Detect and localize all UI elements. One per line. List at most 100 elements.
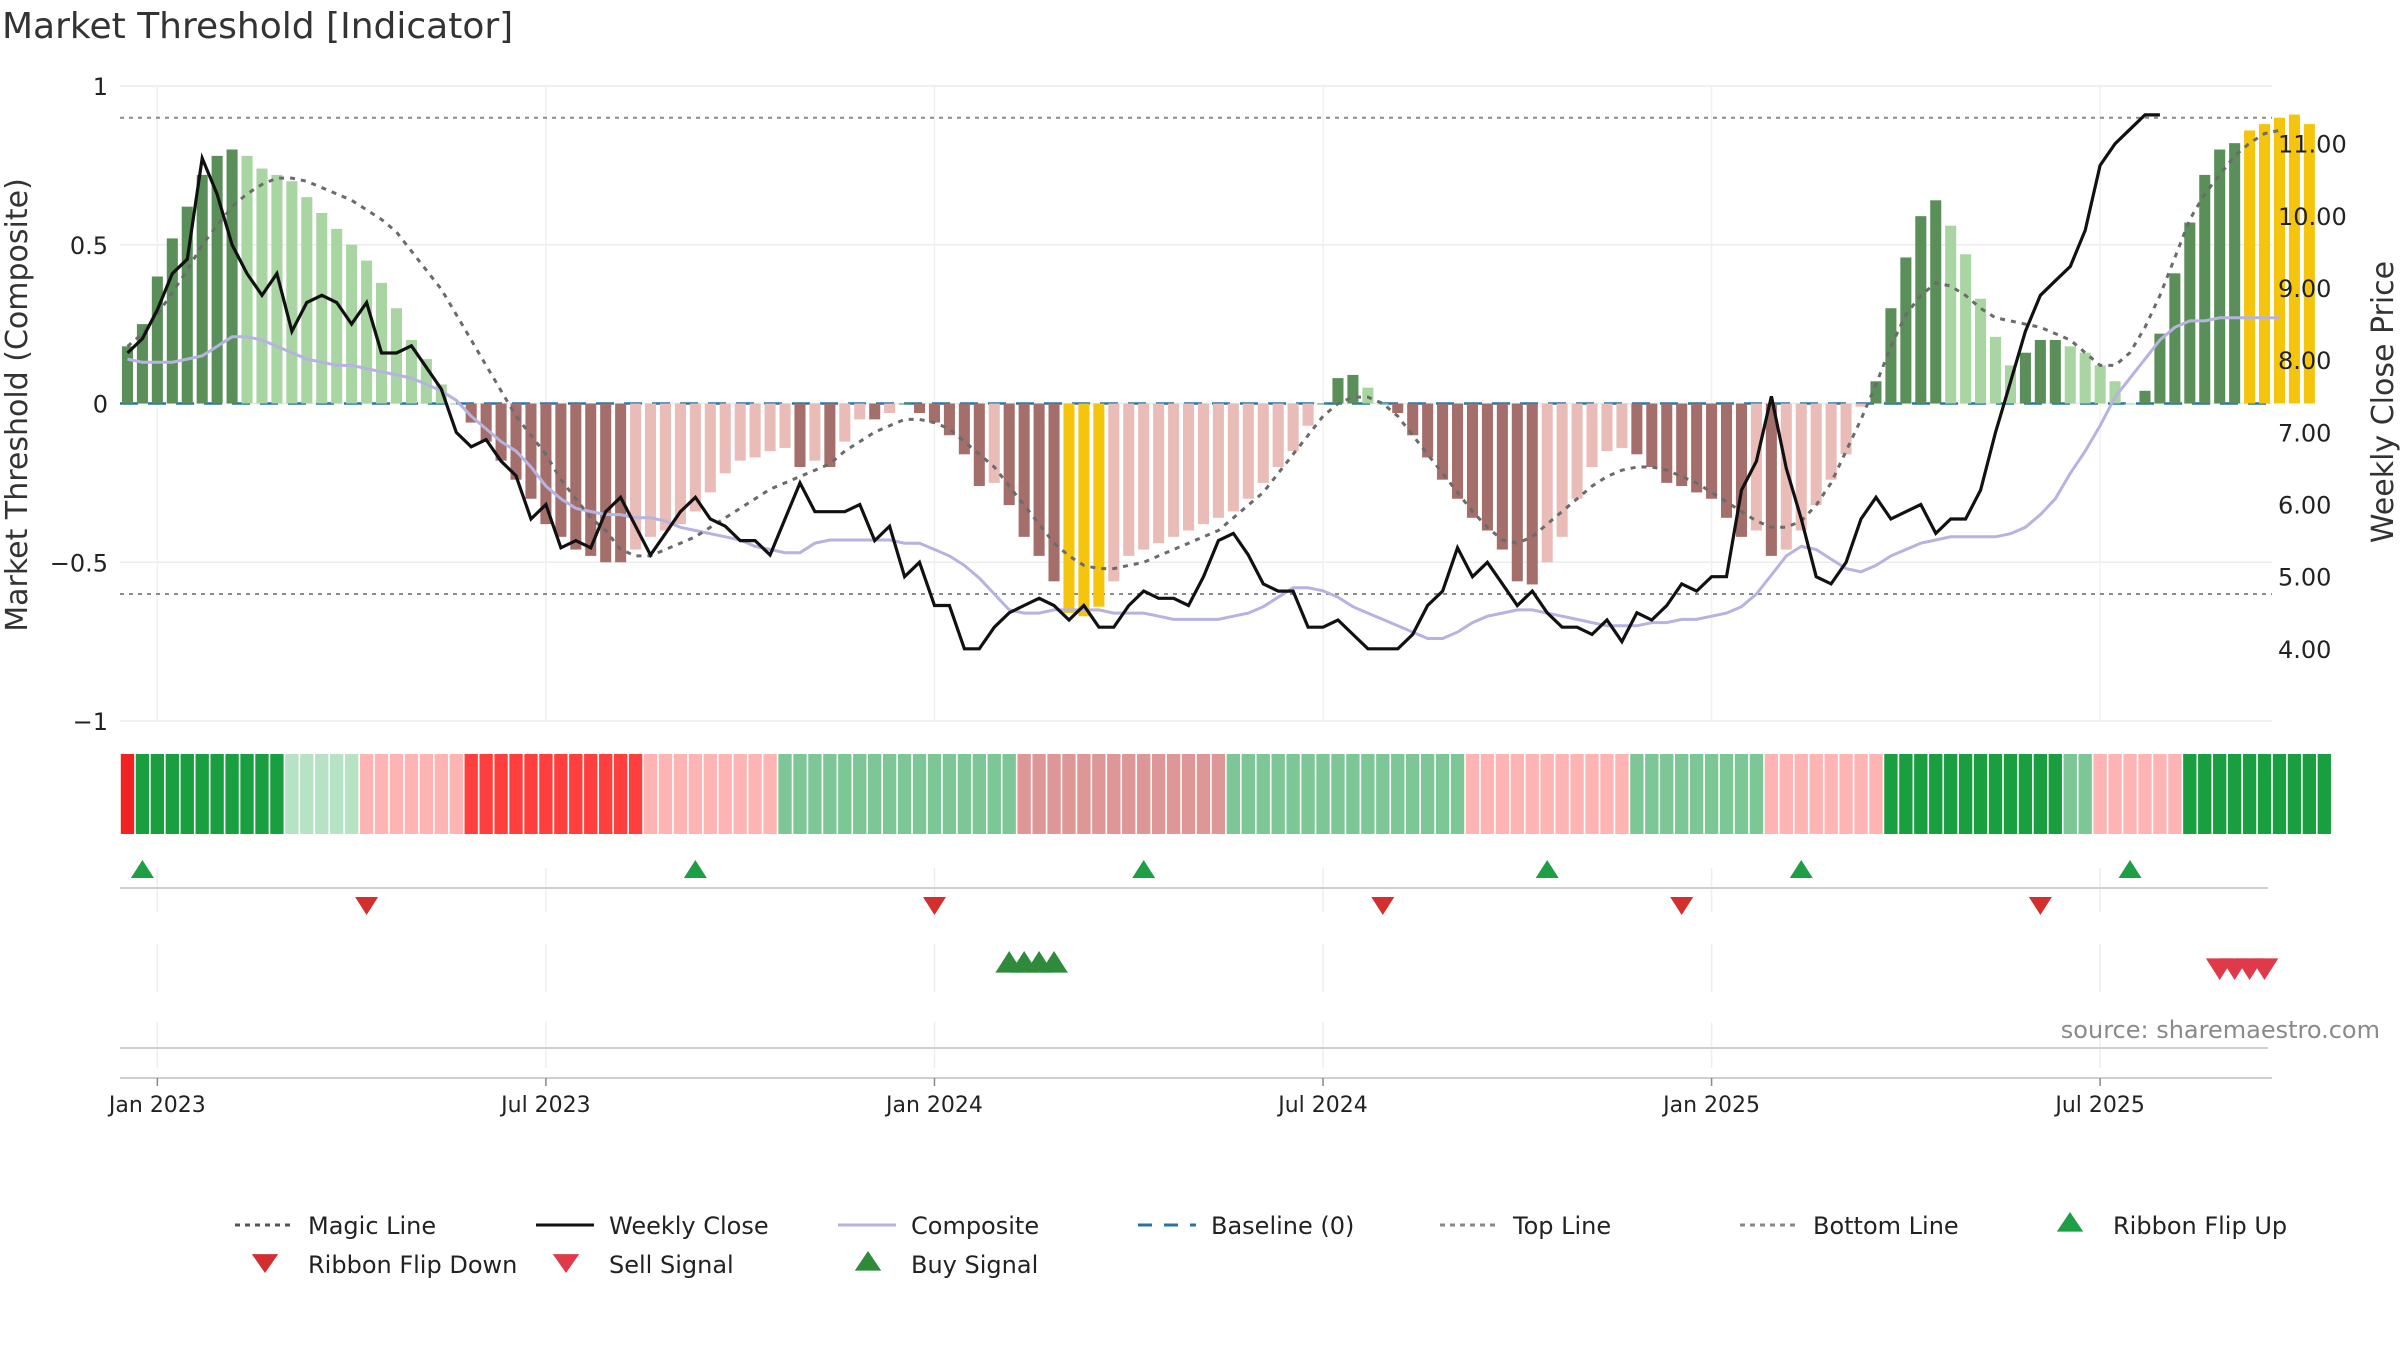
ribbon-cell <box>1465 754 1480 834</box>
legend-label: Sell Signal <box>609 1251 734 1279</box>
histogram-bar <box>1960 254 1972 404</box>
histogram-bar <box>2273 117 2286 404</box>
ribbon-cell <box>882 754 897 834</box>
histogram-bar <box>1735 403 1748 537</box>
ribbon-cell <box>135 754 150 834</box>
ribbon-cell <box>1480 754 1495 834</box>
histogram-bar <box>1317 403 1329 405</box>
histogram-bar <box>241 155 253 404</box>
legend-label: Top Line <box>1512 1212 1611 1240</box>
ribbon-cell <box>823 754 837 834</box>
histogram-bar <box>1362 387 1374 404</box>
ribbon-cell <box>1660 754 1674 834</box>
histogram-bar <box>450 403 462 405</box>
histogram-bar <box>1691 403 1703 493</box>
ribbon-cell <box>1241 754 1255 834</box>
histogram-bar <box>958 403 970 455</box>
histogram-bar <box>630 403 642 550</box>
histogram-bar <box>1197 403 1210 525</box>
ribbon-cell <box>300 754 314 834</box>
histogram-bar <box>1870 381 1882 404</box>
histogram-bar <box>794 403 806 467</box>
histogram-bar <box>884 403 896 414</box>
ribbon-cell <box>1331 754 1345 834</box>
ribbon-cell <box>1196 754 1211 834</box>
histogram-bar <box>1451 403 1464 499</box>
x-tick-label: Jan 2025 <box>1661 1093 1760 1118</box>
ribbon-cell <box>1914 754 1928 834</box>
ribbon-cell <box>1420 754 1435 834</box>
ribbon-cell <box>2138 754 2152 834</box>
histogram-bar <box>405 340 417 404</box>
ribbon-cell <box>643 754 658 834</box>
chart-title: Market Threshold [Indicator] <box>2 6 513 47</box>
legend-label: Magic Line <box>308 1212 436 1240</box>
ribbon-cell <box>1450 754 1465 834</box>
histogram-bar <box>1302 403 1314 426</box>
histogram-bar <box>1930 200 1942 404</box>
ribbon-cell <box>1256 754 1270 834</box>
ribbon-cell <box>1137 754 1151 834</box>
histogram-bar <box>2229 143 2241 404</box>
histogram-bar <box>271 174 283 404</box>
ribbon-cell <box>150 754 165 834</box>
ribbon-cell <box>1226 754 1241 834</box>
histogram-bar <box>2288 114 2300 404</box>
histogram-bar <box>839 403 851 442</box>
ribbon-cell <box>569 754 583 834</box>
ribbon-cell <box>1973 754 1988 834</box>
histogram-bar <box>196 174 208 404</box>
ribbon-cell <box>1077 754 1091 834</box>
histogram-bar <box>1481 403 1493 531</box>
ribbon-cell <box>1211 754 1226 834</box>
ribbon-flip-down-marker <box>922 897 946 915</box>
ribbon-cell <box>1346 754 1360 834</box>
histogram-bar <box>1018 403 1030 537</box>
histogram-bar <box>1661 403 1673 483</box>
histogram-bar <box>615 403 627 563</box>
ribbon-cell <box>778 754 792 834</box>
ribbon-cell <box>2153 754 2167 834</box>
ribbon-cell <box>718 754 732 834</box>
x-tick-label: Jul 2023 <box>499 1093 591 1118</box>
right-tick-label: 10.00 <box>2278 203 2347 231</box>
left-tick-label: 0.5 <box>70 232 108 260</box>
histogram-bar <box>1108 403 1120 582</box>
right-tick-label: 9.00 <box>2278 275 2331 303</box>
ribbon-cell <box>1271 754 1285 834</box>
histogram-bar <box>316 213 328 404</box>
ribbon-cell <box>120 754 135 834</box>
x-tick-label: Jul 2025 <box>2053 1093 2145 1118</box>
ribbon-cell <box>1988 754 2003 834</box>
ribbon-cell <box>1869 754 1883 834</box>
ribbon-cell <box>1002 754 1016 834</box>
ribbon-cell <box>1884 754 1898 834</box>
histogram-bar <box>1765 403 1777 556</box>
left-tick-label: −0.5 <box>50 549 108 577</box>
histogram-bar <box>1855 403 1867 407</box>
histogram-bar <box>480 403 492 442</box>
legend: Magic Line Weekly Close Composite Baseline … <box>235 1212 2287 1279</box>
histogram-bar <box>869 403 881 420</box>
ribbon-cell <box>1719 754 1734 834</box>
signal-rows <box>120 860 2279 1049</box>
histogram-bar <box>2244 130 2256 404</box>
histogram-bar <box>2199 174 2211 404</box>
ribbon-cell <box>1286 754 1300 834</box>
ribbon-cell <box>404 754 419 834</box>
histogram-bar <box>1392 403 1404 414</box>
buy-signal-marker <box>1040 951 1068 973</box>
legend-marker <box>2056 1212 2084 1232</box>
ribbon-cell <box>494 754 508 834</box>
histogram-bar <box>913 403 926 414</box>
ribbon-cell <box>733 754 747 834</box>
ribbon-flip-down-marker <box>1371 897 1395 915</box>
ribbon-cell <box>927 754 942 834</box>
histogram-bar <box>361 260 373 404</box>
ribbon-cell <box>1809 754 1823 834</box>
histogram-bar <box>928 403 941 423</box>
ribbon-cell <box>2287 754 2302 834</box>
ribbon-cell <box>613 754 628 834</box>
histogram-bar <box>495 403 507 461</box>
